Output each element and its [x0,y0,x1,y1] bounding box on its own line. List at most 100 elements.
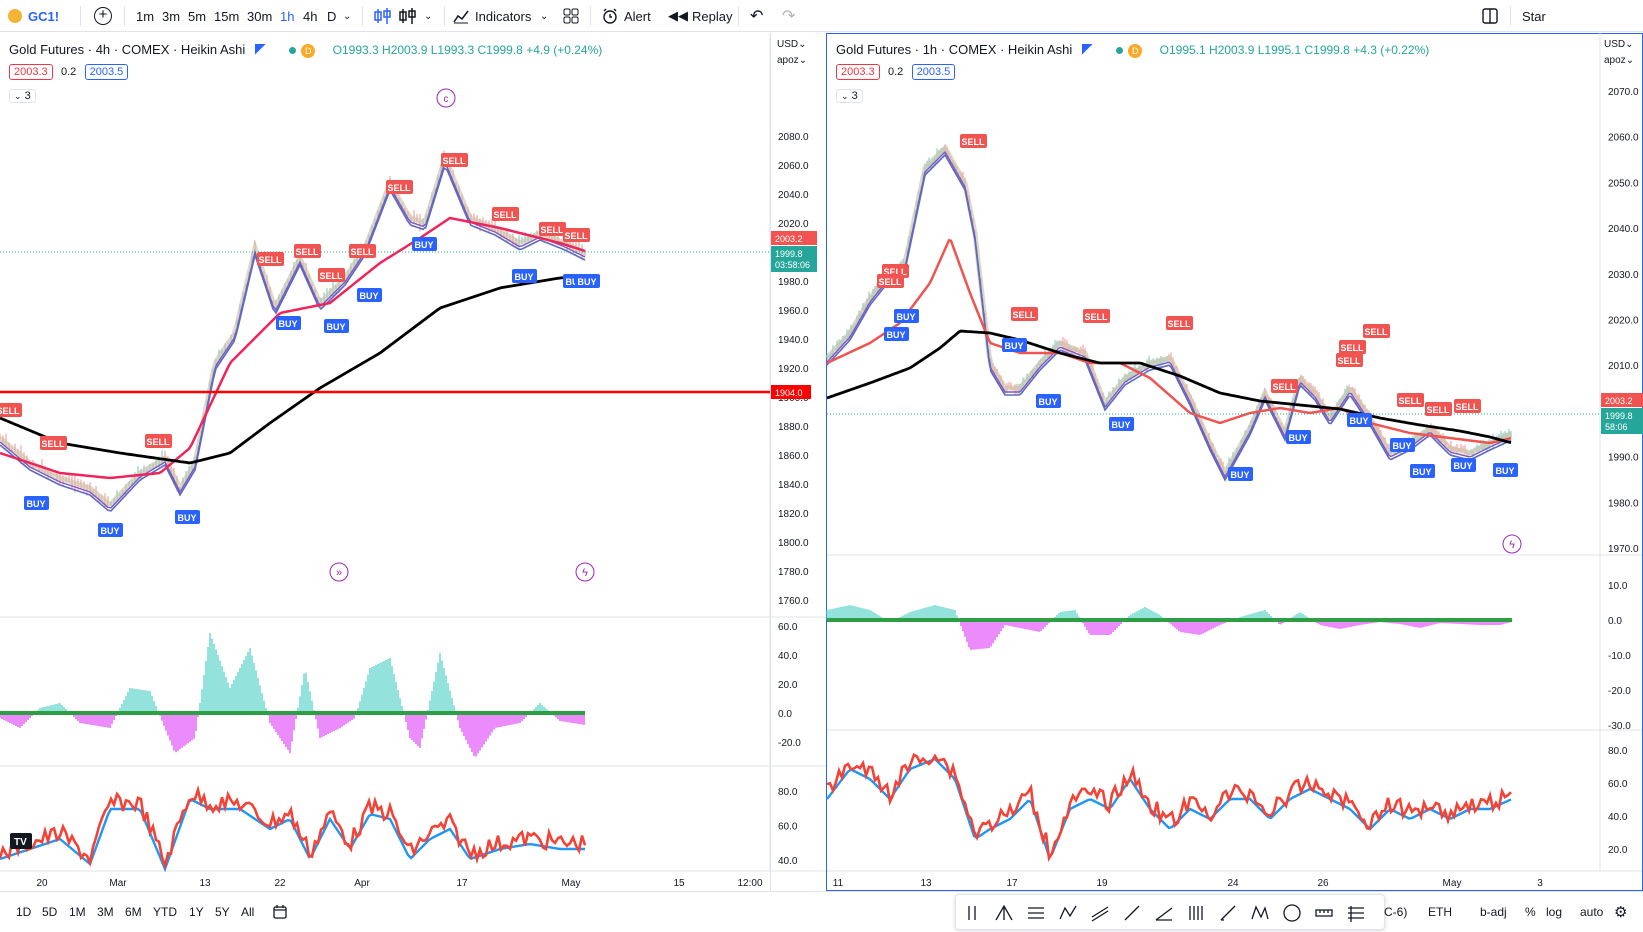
right-low-value: 1995.1 [1264,43,1302,57]
charts-canvas[interactable]: 2080.02060.02040.02020.02000.01980.01960… [0,33,1643,891]
left-ask-box[interactable]: 2003.5 [84,64,129,80]
left-buy-signal [324,319,349,333]
date-range-button[interactable] [272,892,288,932]
indicators-dropdown[interactable]: ⌄ [540,0,548,32]
xabcd-icon[interactable] [1247,900,1273,926]
right-ask-box[interactable]: 2003.5 [911,64,956,80]
right-chart-title[interactable]: Gold Futures · 1h · COMEX · Heikin Ashi [836,42,1073,57]
right-buy-signal [1410,464,1435,478]
compare-symbol-button[interactable]: + [94,0,112,32]
undo-button[interactable]: ↶ [750,0,763,32]
interval-15m[interactable]: 15m [214,8,240,24]
left-scale-mode[interactable]: apoz⌄ [777,55,808,66]
range-3m[interactable]: 3M [97,905,114,919]
bars-pattern-icon[interactable] [1183,900,1209,926]
left-price-tick: 1840.0 [778,480,809,491]
toggle-sidebar-button[interactable] [1481,0,1499,32]
alert-button[interactable]: Alert [601,0,651,32]
right-buy-signal-text: BUY [1412,467,1431,477]
gann-icon[interactable] [1343,900,1369,926]
left-bid-box[interactable]: 2003.3 [9,64,53,80]
right-buy-signal-text: BUY [1392,441,1411,451]
symbol-label: GC1! [28,8,60,24]
range-1y[interactable]: 1Y [189,905,204,919]
session-button[interactable]: ETH [1428,905,1452,919]
channel-icon[interactable] [1087,900,1113,926]
left-sell-signal [318,268,345,282]
left-currency-select[interactable]: USD⌄ [777,39,807,50]
right-time-tick: 3 [1537,878,1543,889]
indicators-button[interactable]: Indicators [452,0,531,32]
range-1d[interactable]: 1D [16,905,32,919]
range-6m[interactable]: 6M [125,905,142,919]
interval-1h[interactable]: 1h [280,8,295,24]
right-ma-red [826,238,1512,445]
right-currency-select[interactable]: USD⌄ [1604,39,1634,50]
timezone-button[interactable]: C-6) [1384,905,1408,919]
chart-type-dropdown[interactable]: ⌄ [424,0,432,32]
pitchfork-icon[interactable] [991,900,1017,926]
left-price-tick: 1760.0 [778,596,809,607]
left-price-tick: 2040.0 [778,190,809,201]
range-5d[interactable]: 5D [42,905,58,919]
left-spread: 0.2 [61,66,77,78]
right-sell-signal-text: SELL [878,277,902,287]
fib-circle-icon[interactable] [1279,900,1305,926]
right-indicators-collapse[interactable]: ⌄ 3 [836,89,863,103]
abcd-pattern-icon-path [1059,905,1077,920]
interval-1m[interactable]: 1m [136,8,155,24]
right-bid-box[interactable]: 2003.3 [836,64,880,80]
range-1m[interactable]: 1M [69,905,86,919]
ruler-icon[interactable] [1311,900,1337,926]
interval-4h[interactable]: 4h [303,8,318,24]
left-buy-signal-text: BUY [577,277,596,287]
right-rsi-tick: 60.0 [1608,779,1628,790]
ray-icon[interactable] [1215,900,1241,926]
left-chart-title[interactable]: Gold Futures · 4h · COMEX · Heikin Ashi [9,42,246,57]
range-ytd[interactable]: YTD [153,905,177,919]
symbol-search[interactable]: GC1! [8,0,59,32]
right-price-tick: 2010.0 [1608,361,1639,372]
star-button[interactable]: Star [1522,0,1546,32]
chart-type-button[interactable] [373,0,393,32]
right-buy-signal [1109,417,1134,431]
right-sell-signal-text: SELL [1398,396,1422,406]
right-osc-tick: -10.0 [1608,651,1631,662]
drag-handle-icon [959,900,985,926]
left-ma-red [0,216,586,480]
intervals-dropdown[interactable]: ⌄ [343,0,351,32]
interval-5m[interactable]: 5m [188,8,207,24]
chart-settings-button[interactable]: ⚙ [1614,892,1627,932]
gold-coin-icon [8,9,22,23]
fib-circle-icon-path [1283,904,1301,922]
right-scale-mode[interactable]: apoz⌄ [1604,55,1635,66]
replay-button[interactable]: ◀◀ Replay [668,0,732,32]
log-scale-toggle[interactable]: log [1546,905,1563,919]
right-sell-signal [877,274,904,288]
left-buy-signal [412,237,437,251]
line-icon[interactable] [1119,900,1145,926]
left-change-value: +4.9 (+0.24%) [526,43,603,57]
abcd-pattern-icon[interactable] [1055,900,1081,926]
drag-handle-icon-path [968,906,976,920]
layout-button[interactable] [562,0,580,32]
trend-angle-icon[interactable] [1151,900,1177,926]
left-indicators-collapse[interactable]: ⌄ 3 [9,89,36,103]
right-sell-signal [1271,379,1298,393]
redo-button[interactable]: ↷ [782,0,795,32]
right-time-tick: 13 [920,878,932,889]
left-sell-signal [563,228,590,242]
interval-30m[interactable]: 30m [247,8,273,24]
auto-scale-toggle[interactable]: auto [1580,905,1604,919]
interval-3m[interactable]: 3m [162,8,181,24]
range-all[interactable]: All [241,905,255,919]
range-5y[interactable]: 5Y [215,905,230,919]
interval-d[interactable]: D [327,8,337,24]
left-sell-signal-text: SELL [564,231,588,241]
percent-scale-toggle[interactable]: % [1525,905,1536,919]
fib-retracement-icon[interactable] [1023,900,1049,926]
adjustment-toggle[interactable]: b-adj [1480,905,1507,919]
bar-style-button[interactable] [398,0,418,32]
left-sell-signal-text: SELL [493,210,517,220]
left-buy-signal [24,496,49,510]
